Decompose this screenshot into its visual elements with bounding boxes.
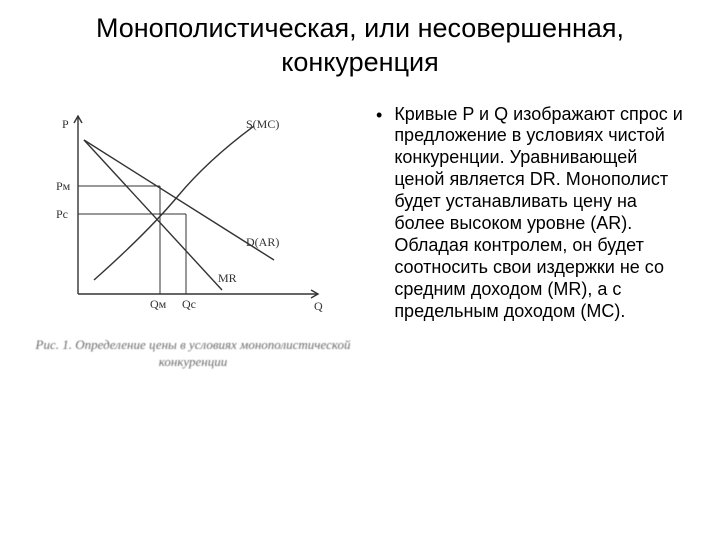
content-row: P Q D(AR) MR S(MC) Pм Pс Qм Qс Рис. 1. Определен… (28, 104, 692, 371)
svg-text:S(MC): S(MC) (246, 117, 279, 131)
text-column: • Кривые P и Q изображают спрос и предло… (370, 104, 692, 324)
svg-text:Q: Q (314, 299, 323, 313)
svg-text:Qс: Qс (182, 297, 196, 311)
svg-text:Pм: Pм (56, 179, 71, 193)
figure-column: P Q D(AR) MR S(MC) Pм Pс Qм Qс Рис. 1. Определен… (28, 104, 358, 371)
bullet-item: • Кривые P и Q изображают спрос и предло… (376, 104, 692, 324)
svg-text:Pс: Pс (56, 207, 68, 221)
bullet-marker: • (376, 104, 382, 126)
economics-chart: P Q D(AR) MR S(MC) Pм Pс Qм Qс (38, 104, 338, 324)
body-text: Кривые P и Q изображают спрос и предложе… (394, 104, 692, 324)
svg-text:Qм: Qм (150, 297, 167, 311)
page-title: Монополистическая, или несовершенная, ко… (28, 12, 692, 80)
svg-text:P: P (62, 117, 69, 131)
figure-caption: Рис. 1. Определение цены в условиях моно… (28, 336, 358, 371)
svg-text:MR: MR (218, 271, 237, 285)
chart-svg: P Q D(AR) MR S(MC) Pм Pс Qм Qс (38, 104, 338, 324)
svg-text:D(AR): D(AR) (246, 235, 279, 249)
